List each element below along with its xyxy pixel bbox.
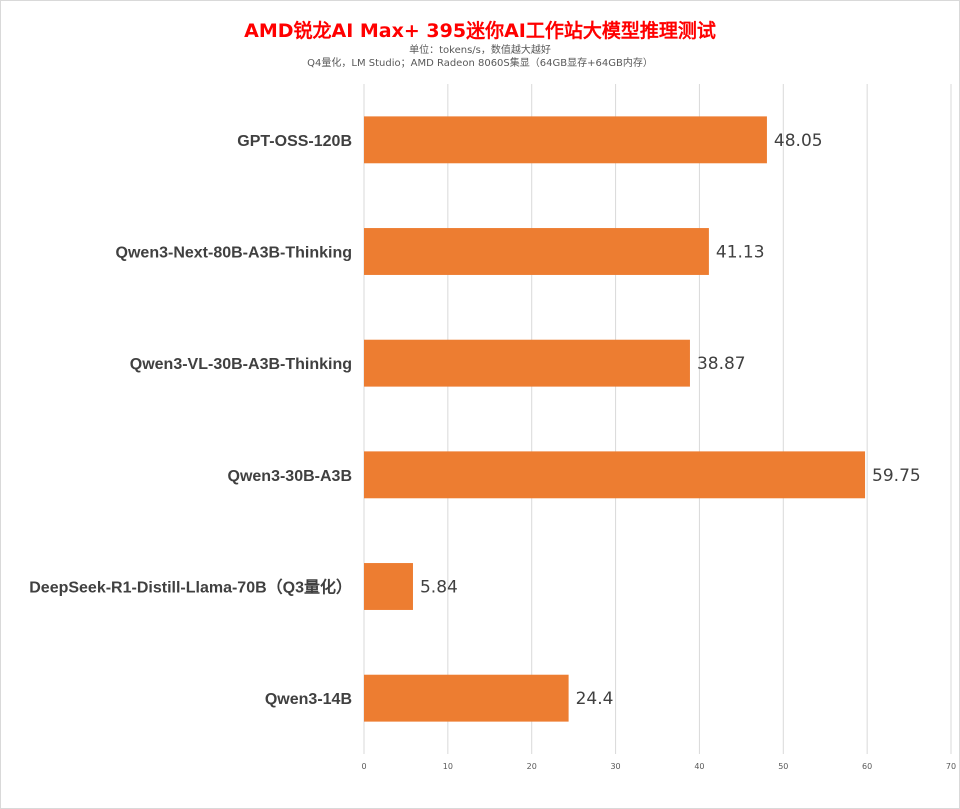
category-label: GPT-OSS-120B (237, 133, 352, 150)
bar (364, 563, 413, 610)
x-tick-label: 10 (443, 762, 453, 771)
category-label: DeepSeek-R1-Distill-Llama-70B（Q3量化） (29, 578, 352, 597)
value-label: 24.4 (576, 689, 614, 709)
x-tick-label: 40 (694, 762, 704, 771)
category-label: Qwen3-14B (265, 691, 352, 708)
value-labels: 48.05 41.13 38.87 59.75 5.84 24.4 (420, 131, 921, 709)
x-tick-label: 30 (610, 762, 620, 771)
bar (364, 339, 690, 387)
bar (364, 228, 709, 275)
category-label: Qwen3-VL-30B-A3B-Thinking (130, 356, 352, 373)
chart-title: AMD锐龙AI Max+ 395迷你AI工作站大模型推理测试 (244, 20, 716, 42)
bars (364, 116, 866, 722)
gridlines (363, 84, 952, 754)
chart-subtitle-unit: 单位：tokens/s，数值越大越好 (409, 45, 551, 56)
x-tick-label: 60 (862, 762, 872, 771)
bar (364, 116, 767, 164)
value-label: 59.75 (872, 466, 921, 486)
category-label: Qwen3-30B-A3B (228, 468, 352, 485)
x-tick-label: 0 (361, 762, 366, 771)
x-tick-label: 50 (778, 762, 788, 771)
bar (364, 451, 866, 499)
value-label: 38.87 (697, 354, 746, 374)
value-label: 48.05 (774, 131, 823, 151)
chart-subtitle-config: Q4量化，LM Studio；AMD Radeon 8060S集显（64GB显存… (307, 58, 653, 69)
value-label: 5.84 (420, 578, 458, 598)
category-label: Qwen3-Next-80B-A3B-Thinking (116, 245, 352, 262)
value-label: 41.13 (716, 243, 765, 263)
bar (364, 674, 569, 722)
x-tick-label: 20 (527, 762, 537, 771)
category-labels: GPT-OSS-120B Qwen3-Next-80B-A3B-Thinking Q… (29, 133, 352, 708)
x-tick-label: 70 (946, 762, 956, 771)
x-axis-ticks: 0 10 20 30 40 50 60 70 (361, 762, 956, 771)
